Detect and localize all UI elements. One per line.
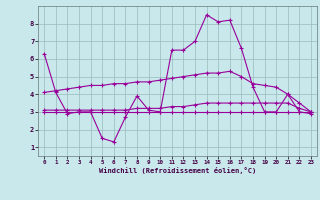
X-axis label: Windchill (Refroidissement éolien,°C): Windchill (Refroidissement éolien,°C) [99,167,256,174]
